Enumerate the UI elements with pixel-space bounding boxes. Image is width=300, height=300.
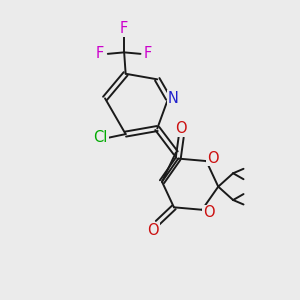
Text: N: N	[168, 91, 178, 106]
Text: F: F	[96, 46, 104, 62]
Text: F: F	[144, 46, 152, 62]
Text: O: O	[207, 151, 219, 166]
Text: Cl: Cl	[94, 130, 108, 145]
Text: O: O	[176, 122, 187, 136]
Text: F: F	[120, 21, 128, 36]
Text: O: O	[203, 205, 214, 220]
Text: O: O	[147, 223, 159, 238]
